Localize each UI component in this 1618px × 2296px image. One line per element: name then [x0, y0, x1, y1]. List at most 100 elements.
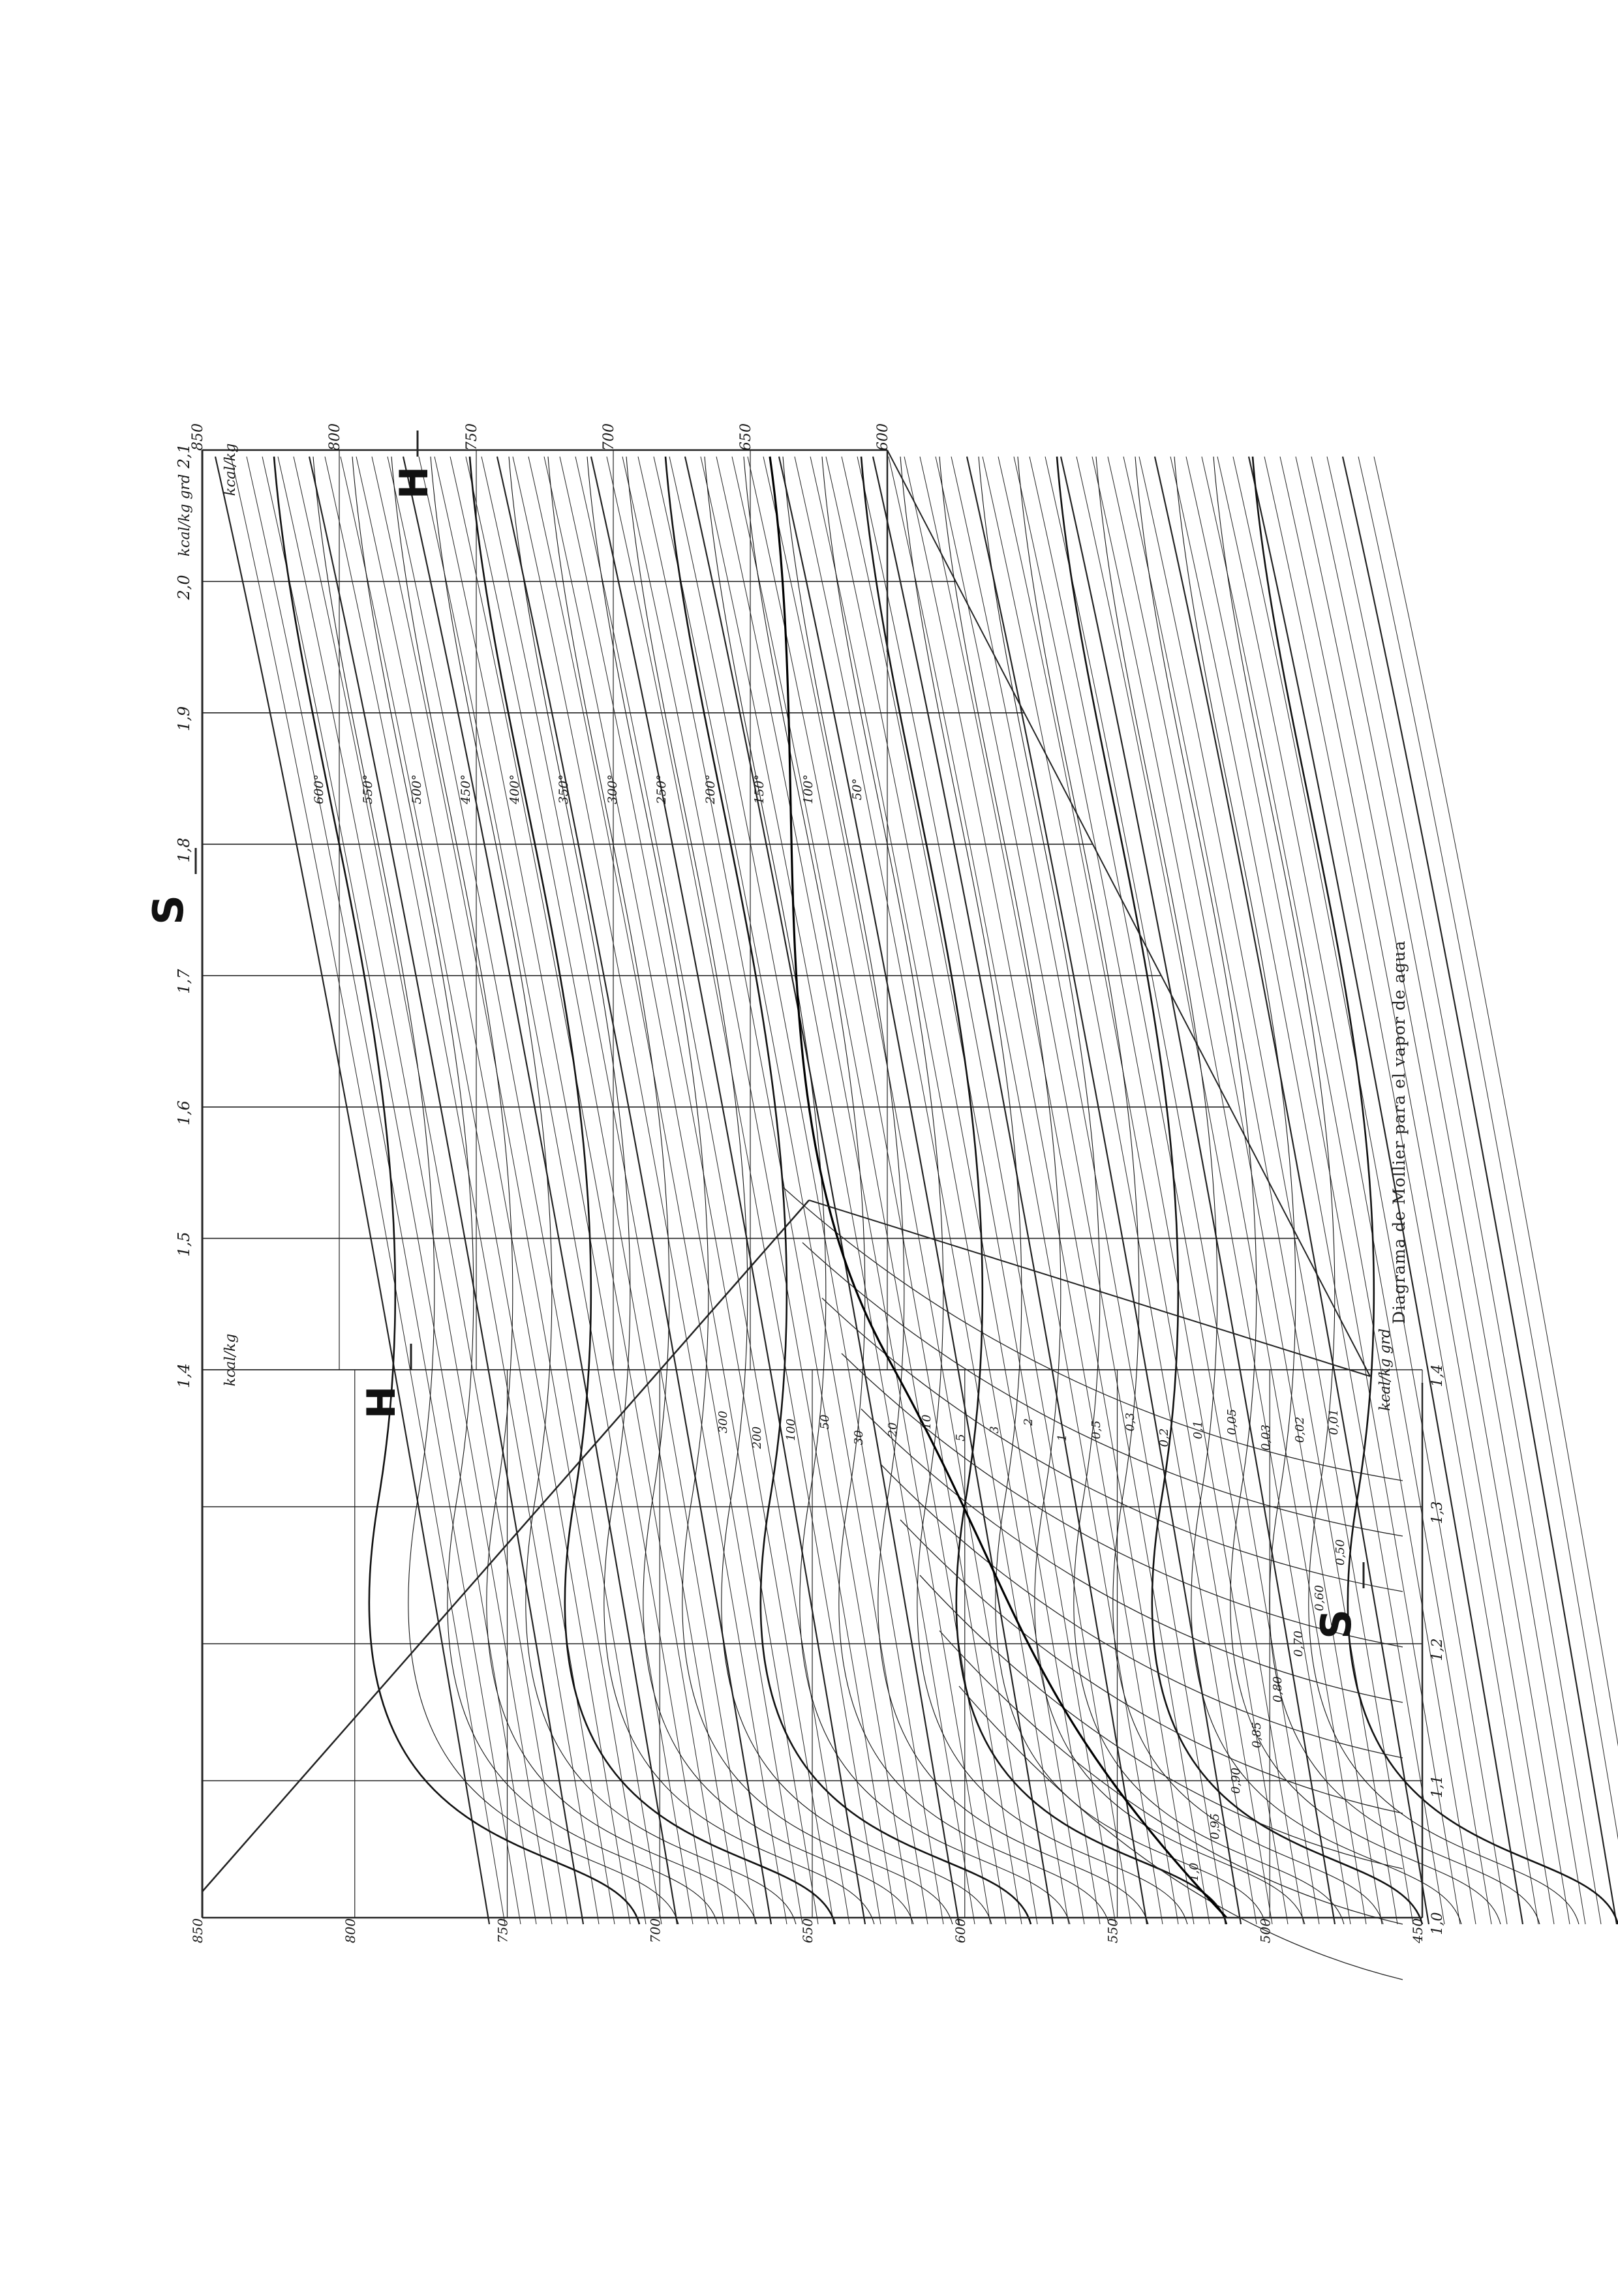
isotherm-label: 500°	[410, 774, 424, 804]
isobar-label: 0,01	[1327, 1409, 1341, 1435]
isotherm-label: 350°	[557, 774, 571, 804]
dryness-line	[861, 1408, 1403, 1703]
isotherm-line	[587, 456, 953, 1925]
dryness-line	[900, 1519, 1403, 1814]
isobar-line	[919, 456, 1195, 1925]
isobar-line	[512, 456, 787, 1925]
isobar-line	[700, 456, 975, 1925]
h-symbol-upper: H	[391, 466, 437, 499]
isobar-line	[1076, 456, 1351, 1925]
isobar-line	[747, 456, 1022, 1925]
isotherm-line	[1017, 456, 1384, 1925]
isobar-line	[1123, 456, 1398, 1925]
isotherm-line	[939, 456, 1305, 1925]
isobar-line	[1091, 456, 1367, 1925]
lower-s-tick-label: 1,1	[1429, 1775, 1446, 1798]
isobar-line	[1373, 456, 1618, 1747]
upper-s-tick-label: 1,4	[175, 1363, 193, 1388]
isobar-line	[982, 456, 1257, 1925]
upper-h-tick-label: 650	[738, 423, 754, 451]
isobar-line	[998, 456, 1273, 1925]
isobar-line	[935, 456, 1210, 1925]
isobar-line	[966, 456, 1242, 1925]
isobar-line	[559, 456, 834, 1925]
isobar-line	[262, 456, 537, 1925]
dryness-line	[939, 1630, 1403, 1925]
isotherm-line	[430, 456, 797, 1925]
isobar-line	[888, 456, 1163, 1925]
isobar-label: 1	[1056, 1434, 1069, 1441]
isobar-line	[872, 456, 1148, 1925]
isobar-line	[1341, 456, 1618, 1925]
isobar-line	[371, 456, 647, 1925]
dryness-line	[958, 1685, 1403, 1980]
dryness-label: 0,60	[1313, 1585, 1326, 1611]
isotherm-line	[1056, 456, 1424, 1925]
isobar-line	[778, 456, 1054, 1925]
isobar-line	[528, 456, 803, 1925]
isobar-line	[1247, 456, 1524, 1925]
upper-s-tick-label: 1,9	[175, 706, 193, 731]
isobar-line	[1217, 456, 1492, 1925]
dryness-label: 0,80	[1271, 1676, 1285, 1702]
isotherm-line	[626, 456, 992, 1925]
isobar-label: 2	[1022, 1418, 1035, 1426]
isobar-line	[543, 456, 819, 1925]
isotherm-line	[391, 456, 757, 1925]
lower-h-unit-label: kcal/kg	[222, 444, 239, 496]
isotherm-label: 250°	[654, 774, 669, 805]
dryness-label: 0,95	[1208, 1813, 1222, 1839]
isobar-label: 0,02	[1293, 1417, 1307, 1443]
upper-s-tick-label: 1,5	[175, 1231, 193, 1256]
h-symbol-lower: H	[359, 1386, 404, 1419]
isobar-line	[794, 456, 1069, 1925]
isotherm-line	[1095, 456, 1462, 1925]
isotherm-label: 50°	[850, 778, 864, 800]
isobar-line	[1185, 456, 1461, 1925]
isotherm-line	[313, 456, 679, 1925]
lower-h-tick-label: 550	[1105, 1918, 1121, 1943]
dryness-line	[841, 1353, 1403, 1648]
lower-h-tick-label: 600	[953, 1918, 968, 1943]
lower-h-tick-label: 800	[343, 1918, 358, 1943]
isotherm-label: 450°	[459, 774, 473, 805]
isobar-line	[763, 456, 1038, 1925]
isotherm-label: 600°	[312, 774, 326, 804]
isobar-line	[340, 456, 615, 1925]
isobar-line	[230, 456, 506, 1925]
isobar-line	[669, 456, 944, 1925]
upper-s-tick-label: 1,7	[175, 969, 193, 994]
isobar-line	[402, 456, 679, 1925]
isobar-label: 10	[920, 1415, 934, 1430]
isobar-label: 100	[784, 1419, 798, 1441]
isobar-line	[1326, 456, 1602, 1925]
isobar-line	[308, 456, 585, 1925]
isotherm-line	[1135, 456, 1501, 1925]
isobar-label: 5	[954, 1434, 968, 1441]
isobar-line	[387, 456, 662, 1925]
lower-h-tick-label: 500	[1257, 1918, 1273, 1943]
upper-h-tick-label: 800	[327, 423, 343, 451]
s-symbol-upper: S	[145, 895, 193, 925]
lower-chart-diagonal	[808, 1200, 1371, 1377]
upper-s-tick-label: 2,0	[175, 575, 193, 600]
isobar-line	[1311, 456, 1586, 1925]
isobar-line	[716, 456, 991, 1925]
dryness-line	[880, 1464, 1403, 1759]
isobar-line	[590, 456, 866, 1925]
upper-h-tick-label: 750	[464, 423, 480, 451]
isobar-label: 3	[988, 1426, 1001, 1433]
isobar-line	[1170, 456, 1445, 1925]
isobar-line	[1358, 456, 1618, 1840]
isobar-line	[1153, 456, 1430, 1925]
isobar-label: 0,05	[1225, 1409, 1239, 1435]
isobar-line	[496, 456, 772, 1925]
lower-h-tick-label: 700	[647, 1918, 663, 1943]
dryness-line	[782, 1186, 1403, 1481]
dryness-label: 0,50	[1334, 1539, 1347, 1565]
isobar-line	[606, 456, 881, 1925]
upper-chart-diagonal	[887, 449, 1371, 1377]
isotherm-label: 100°	[801, 774, 816, 804]
isobar-label: 200	[750, 1427, 764, 1449]
